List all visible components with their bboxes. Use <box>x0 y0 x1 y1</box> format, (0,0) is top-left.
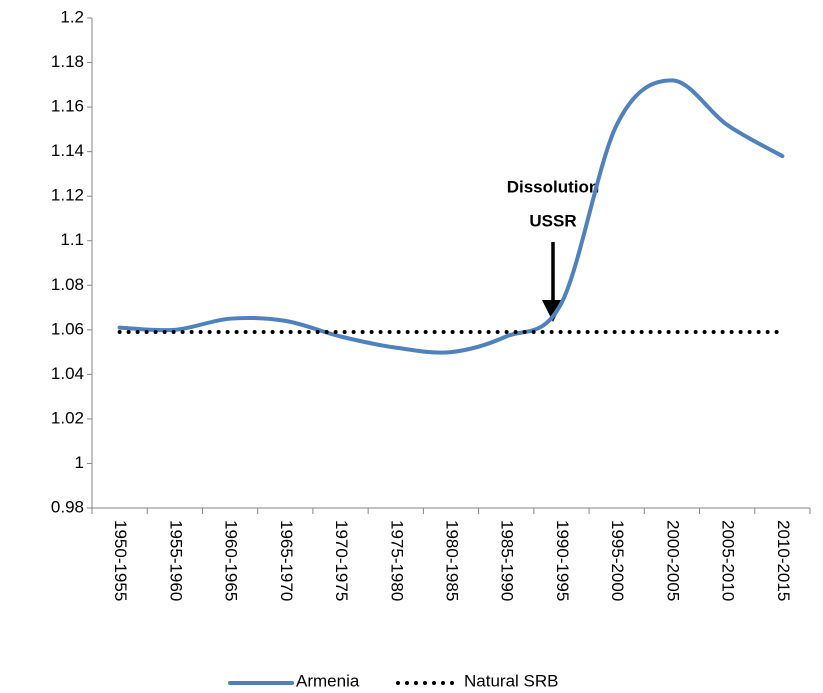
y-tick-label: 1.2 <box>60 7 84 26</box>
x-tick-label: 1980-1985 <box>443 520 462 601</box>
y-tick-label: 1.14 <box>51 141 84 160</box>
y-tick-label: 1.12 <box>51 186 84 205</box>
x-tick-label: 1995-2000 <box>608 520 627 601</box>
x-tick-label: 1970-1975 <box>332 520 351 601</box>
x-tick-label: 1950-1955 <box>111 520 130 601</box>
x-tick-label: 1960-1965 <box>222 520 241 601</box>
y-tick-label: 1.16 <box>51 97 84 116</box>
x-tick-label: 1985-1990 <box>498 520 517 601</box>
y-tick-label: 0.98 <box>51 497 84 516</box>
x-tick-label: 1955-1960 <box>166 520 185 601</box>
x-tick-label: 1965-1970 <box>277 520 296 601</box>
y-tick-label: 1.18 <box>51 52 84 71</box>
y-tick-label: 1.06 <box>51 319 84 338</box>
x-tick-label: 1975-1980 <box>387 520 406 601</box>
x-tick-label: 2010-2015 <box>774 520 793 601</box>
x-tick-label: 1990-1995 <box>553 520 572 601</box>
annotation: USSR <box>529 211 576 230</box>
x-tick-label: 2000-2005 <box>663 520 682 601</box>
annotation: Dissolution <box>507 177 600 196</box>
y-tick-label: 1.1 <box>60 230 84 249</box>
y-tick-label: 1.08 <box>51 275 84 294</box>
legend-label: Armenia <box>296 671 360 690</box>
series-line <box>117 78 785 355</box>
y-tick-label: 1 <box>75 453 84 472</box>
x-tick-label: 2005-2010 <box>719 520 738 601</box>
y-tick-label: 1.02 <box>51 408 84 427</box>
legend-label: Natural SRB <box>464 671 558 690</box>
y-tick-label: 1.04 <box>51 364 84 383</box>
